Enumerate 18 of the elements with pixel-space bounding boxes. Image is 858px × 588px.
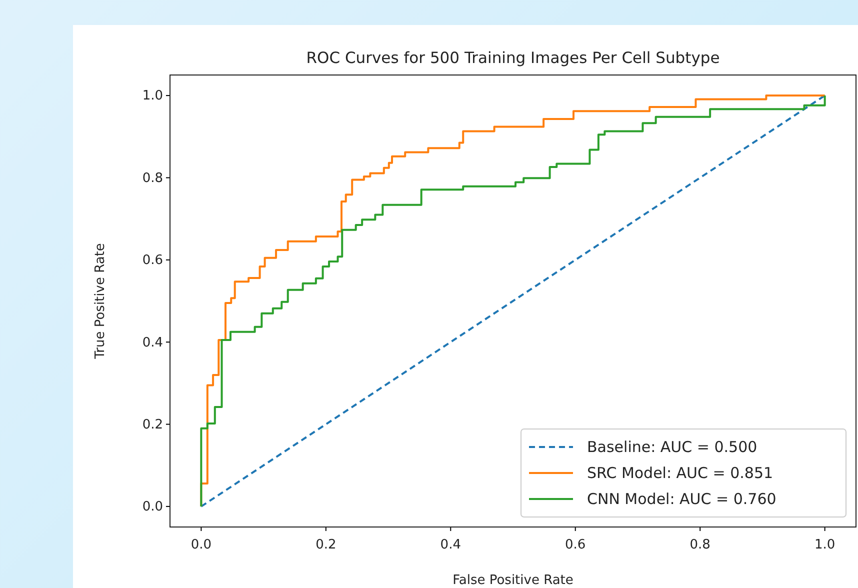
y-axis-title: True Positive Rate [93,243,108,360]
x-tick-label: 0.0 [190,537,212,552]
x-tick-label: 0.6 [565,537,586,552]
x-axis-title: False Positive Rate [452,573,574,588]
x-tick-label: 0.4 [440,537,461,552]
y-tick-label: 0.4 [142,335,163,350]
x-tick-label: 1.0 [814,537,836,552]
x-tick-label: 0.8 [690,537,710,552]
y-tick-label: 0.0 [142,500,163,515]
legend-label: CNN Model: AUC = 0.760 [587,490,776,508]
y-tick-label: 0.8 [142,170,163,186]
y-tick-label: 1.0 [142,88,163,104]
y-tick-label: 0.6 [142,253,163,268]
legend-label: Baseline: AUC = 0.500 [587,438,758,456]
chart-title: ROC Curves for 500 Training Images Per Cell Subtype [306,49,720,67]
legend-label: SRC Model: AUC = 0.851 [587,464,774,482]
y-tick-label: 0.2 [142,417,163,432]
x-tick-label: 0.2 [316,537,336,552]
